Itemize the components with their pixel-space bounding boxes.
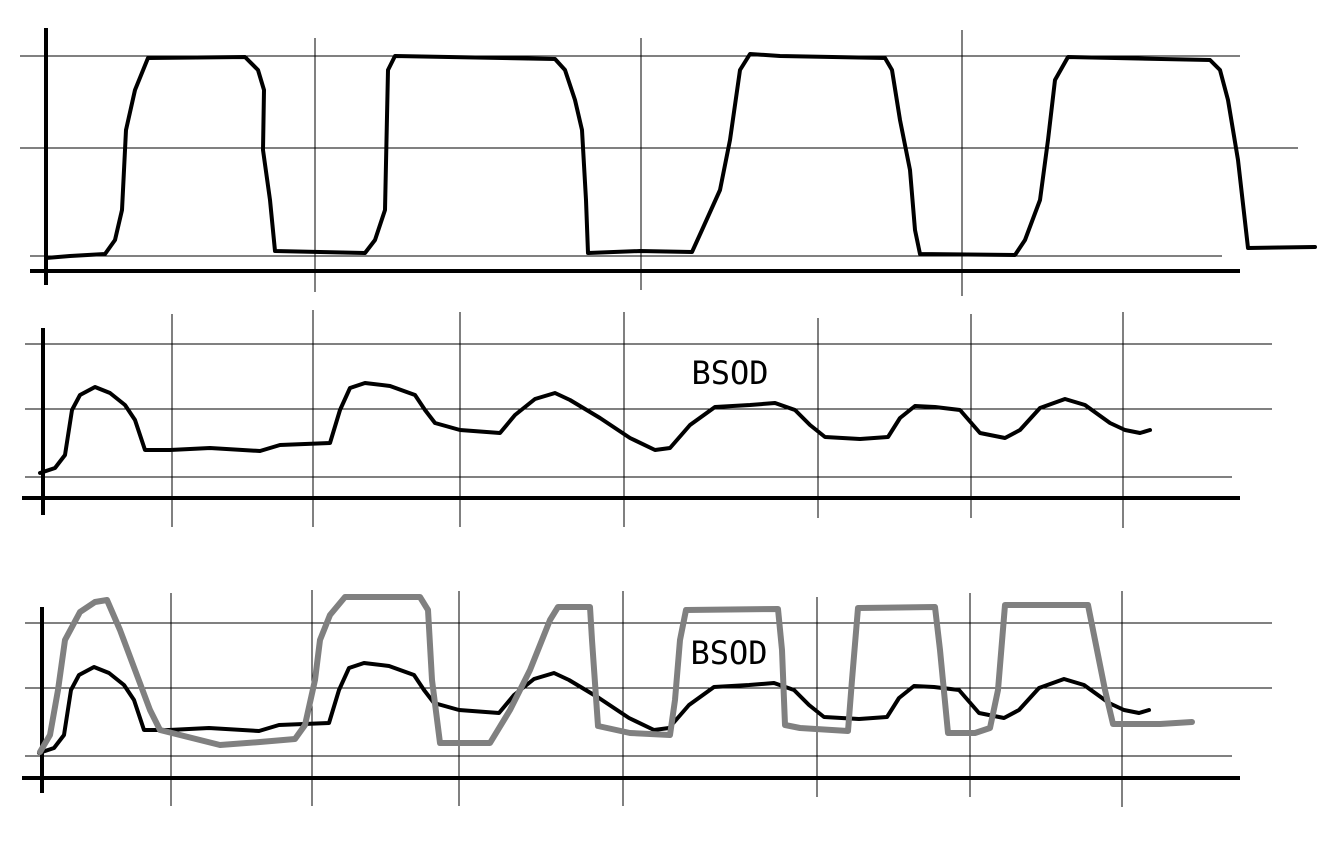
soft-wave: [38, 381, 1152, 475]
label: BSOD: [690, 634, 767, 672]
top-panel: [20, 28, 1317, 296]
middle-panel: BSOD: [22, 310, 1272, 528]
bottom-panel: BSOD: [22, 590, 1272, 807]
square-wave: [44, 52, 1317, 260]
square-wave-overlay: [37, 594, 1195, 755]
label: BSOD: [691, 354, 768, 392]
